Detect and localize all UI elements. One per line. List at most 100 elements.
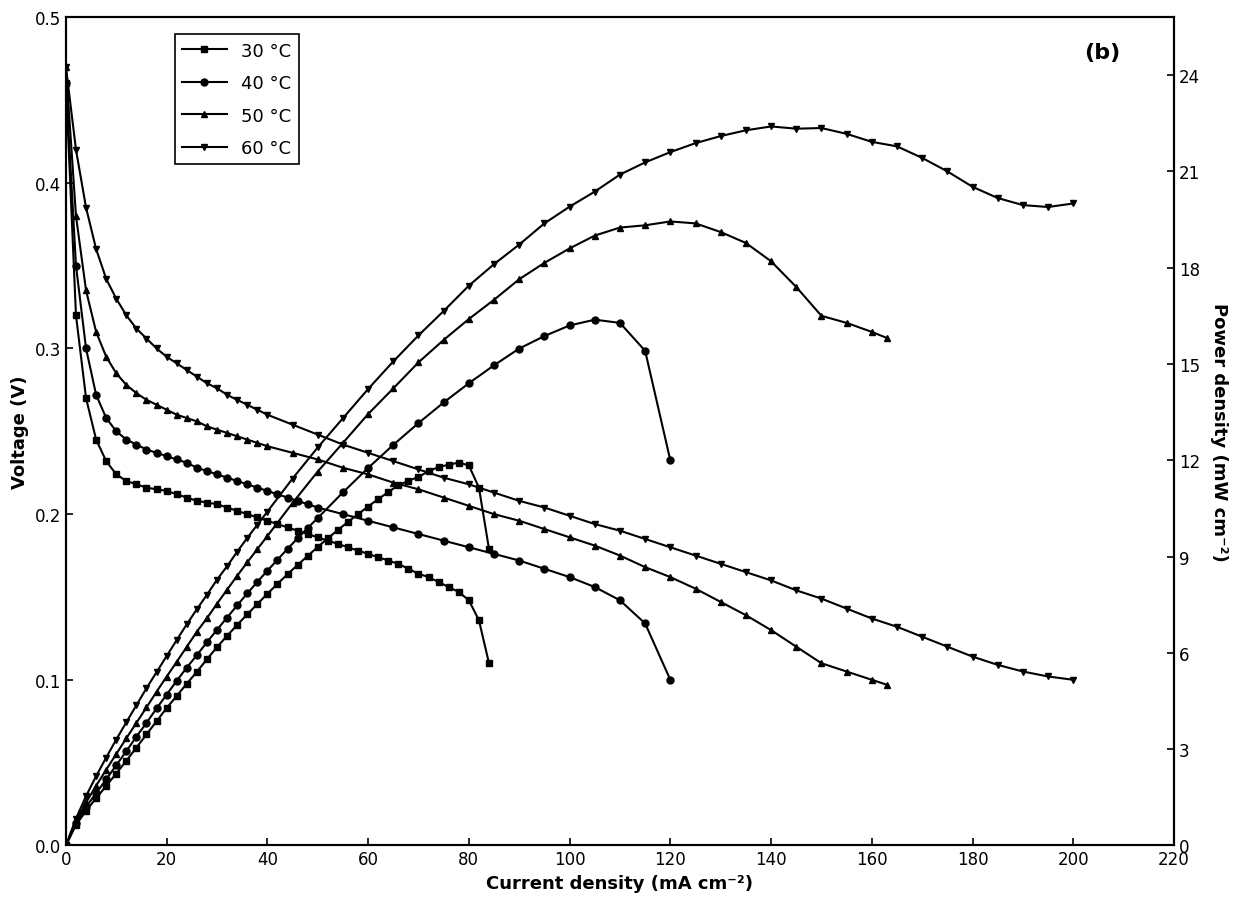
40 °C (280, 493, 295, 504)
30 °C (270, 519, 285, 530)
30 °C (109, 470, 124, 480)
50 °C (563, 532, 577, 543)
30 °C (280, 522, 295, 533)
50 °C (285, 448, 300, 459)
30 °C (139, 483, 154, 494)
40 °C (436, 535, 451, 546)
40 °C (290, 496, 305, 507)
30 °C (472, 615, 487, 626)
40 °C (536, 563, 551, 574)
40 °C (260, 486, 275, 497)
60 °C (763, 575, 778, 586)
50 °C (512, 516, 527, 526)
30 °C (290, 526, 305, 536)
60 °C (199, 378, 214, 389)
40 °C (199, 466, 214, 477)
50 °C (159, 405, 173, 415)
30 °C (380, 555, 395, 566)
40 °C (587, 582, 602, 592)
50 °C (180, 414, 195, 424)
Y-axis label: Voltage (V): Voltage (V) (11, 375, 28, 489)
50 °C (119, 380, 134, 391)
40 °C (512, 555, 527, 566)
50 °C (536, 524, 551, 535)
40 °C (638, 619, 653, 629)
30 °C (99, 456, 114, 467)
30 °C (89, 434, 104, 445)
X-axis label: Current density (mA cm⁻²): Current density (mA cm⁻²) (487, 874, 753, 892)
50 °C (839, 666, 854, 677)
40 °C (563, 572, 577, 582)
40 °C (240, 479, 255, 490)
50 °C (250, 438, 265, 449)
30 °C (321, 535, 336, 546)
50 °C (199, 422, 214, 433)
30 °C (260, 516, 275, 526)
Line: 50 °C: 50 °C (62, 64, 891, 688)
40 °C (170, 454, 185, 465)
40 °C (612, 595, 627, 606)
30 °C (421, 572, 436, 582)
50 °C (361, 470, 375, 480)
30 °C (58, 79, 73, 89)
30 °C (240, 509, 255, 520)
30 °C (119, 476, 134, 487)
40 °C (109, 426, 124, 437)
50 °C (436, 493, 451, 504)
40 °C (99, 414, 114, 424)
50 °C (714, 597, 729, 608)
50 °C (240, 434, 255, 445)
30 °C (219, 503, 234, 514)
Text: (b): (b) (1084, 43, 1120, 63)
30 °C (451, 587, 466, 598)
50 °C (89, 327, 104, 338)
40 °C (250, 483, 265, 494)
40 °C (89, 390, 104, 401)
40 °C (229, 476, 244, 487)
Y-axis label: Power density (mW cm⁻²): Power density (mW cm⁻²) (1211, 303, 1228, 561)
50 °C (763, 625, 778, 636)
30 °C (390, 559, 405, 570)
50 °C (738, 610, 753, 621)
50 °C (99, 352, 114, 363)
30 °C (149, 484, 164, 495)
50 °C (638, 562, 653, 573)
40 °C (663, 675, 678, 685)
30 °C (229, 506, 244, 517)
50 °C (411, 484, 426, 495)
30 °C (331, 539, 346, 550)
60 °C (58, 62, 73, 73)
30 °C (78, 394, 93, 405)
60 °C (536, 503, 551, 514)
50 °C (219, 428, 234, 439)
40 °C (129, 440, 144, 451)
30 °C (441, 582, 456, 592)
40 °C (68, 261, 83, 272)
30 °C (209, 499, 224, 510)
40 °C (180, 458, 195, 469)
40 °C (58, 79, 73, 89)
60 °C (587, 519, 602, 530)
40 °C (78, 344, 93, 355)
50 °C (865, 675, 880, 685)
50 °C (461, 501, 476, 512)
30 °C (199, 498, 214, 508)
40 °C (119, 434, 134, 445)
50 °C (170, 410, 185, 421)
40 °C (411, 529, 426, 540)
50 °C (385, 478, 400, 489)
50 °C (109, 368, 124, 379)
30 °C (180, 493, 195, 504)
50 °C (587, 541, 602, 552)
50 °C (190, 416, 204, 427)
40 °C (190, 463, 204, 474)
30 °C (310, 532, 325, 543)
50 °C (149, 400, 164, 411)
50 °C (229, 432, 244, 442)
40 °C (487, 549, 502, 560)
40 °C (385, 522, 400, 533)
Legend: 30 °C, 40 °C, 50 °C, 60 °C: 30 °C, 40 °C, 50 °C, 60 °C (175, 35, 299, 165)
30 °C (351, 545, 366, 556)
30 °C (401, 563, 416, 574)
60 °C (1066, 675, 1080, 685)
